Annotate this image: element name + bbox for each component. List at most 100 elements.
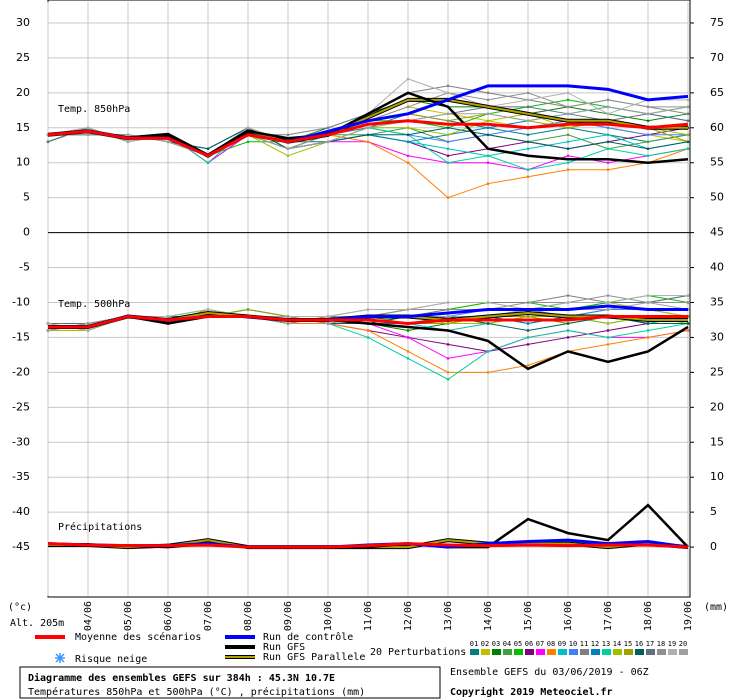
legend-label: 01 (470, 640, 478, 648)
series-dot (526, 343, 530, 346)
caption-box (19, 666, 441, 699)
x-tick-label: 04/06 (83, 601, 94, 631)
series-dot (446, 91, 450, 95)
series-dot (526, 322, 530, 325)
series-dot (446, 154, 450, 158)
series-dot (606, 126, 610, 130)
chart-title: Diagramme des ensembles GEFS sur 384h : … (28, 672, 335, 684)
x-tick-label: 19/06 (683, 601, 694, 631)
series-dot (526, 336, 530, 339)
series-dot (526, 98, 530, 102)
legend-label: Run de contrôle (263, 631, 353, 643)
y-tick-label: -35 (12, 470, 30, 483)
series-dot (526, 168, 530, 172)
series-dot (446, 112, 450, 116)
series-dot (606, 336, 610, 339)
x-tick-label: 17/06 (603, 601, 614, 631)
series-dot (526, 147, 530, 151)
legend-label: 17 (646, 640, 654, 648)
y2-tick-label: 45 (710, 226, 724, 239)
series-dot (286, 147, 290, 151)
series-dot (646, 133, 650, 137)
series-dot (366, 140, 370, 144)
x-tick-label: 12/06 (403, 601, 414, 631)
y2-tick-label: 60 (710, 121, 724, 134)
legend-label: 13 (602, 640, 610, 648)
chart-subtitle: Températures 850hPa et 500hPa (°C) , pré… (28, 686, 365, 698)
series-dot (366, 133, 370, 137)
altitude: Alt. 205m (10, 618, 64, 629)
series-dot (686, 329, 690, 332)
series-line (47, 119, 689, 158)
series-dot (606, 105, 610, 109)
series-dot (446, 133, 450, 137)
series-dot (286, 315, 290, 318)
series-dot (446, 196, 450, 199)
legend-label: 20 (679, 640, 687, 648)
x-tick-label: 15/06 (523, 601, 534, 631)
series-dot (526, 175, 530, 179)
series-dot (606, 133, 610, 137)
series-dot (566, 140, 570, 144)
y2-tick-label: 50 (710, 191, 724, 204)
series-dot (326, 322, 330, 325)
legend-label: 09 (558, 640, 566, 648)
series-dot (606, 112, 610, 116)
series-dot (246, 140, 250, 144)
y-tick-label: 10 (16, 156, 30, 169)
series-dot (606, 308, 610, 311)
series-dot (486, 112, 490, 116)
series-dot (686, 301, 690, 304)
legend-label: 15 (624, 640, 632, 648)
series-dot (446, 371, 450, 374)
series-dot (406, 308, 410, 311)
legend-swatch (657, 649, 666, 655)
series-dot (406, 133, 410, 137)
legend-label: 04 (503, 640, 511, 648)
y2-tick-label: 65 (710, 86, 724, 99)
legend-swatch (668, 649, 677, 655)
series-dot (406, 154, 410, 158)
y2-tick-label: 30 (710, 330, 724, 343)
series-dot (86, 329, 90, 332)
legend-label: 05 (514, 640, 522, 648)
y-tick-label: -20 (12, 365, 30, 378)
series-dot (366, 126, 370, 130)
series-dot (646, 294, 650, 297)
y2-tick-label: 70 (710, 51, 724, 64)
y-tick-label: 25 (16, 51, 30, 64)
series-dot (606, 294, 610, 297)
legend-swatch (569, 649, 578, 655)
series-dot (526, 140, 530, 144)
series-dot (526, 105, 530, 109)
series-line (47, 91, 689, 164)
x-tick-label: 11/06 (363, 601, 374, 631)
series-dot (326, 126, 330, 130)
x-tick-label: 10/06 (323, 601, 334, 631)
series-dot (486, 133, 490, 137)
series-dot (486, 154, 490, 158)
x-tick-label: 09/06 (283, 601, 294, 631)
y2-tick-label: 20 (710, 400, 724, 413)
legend-label: 03 (492, 640, 500, 648)
series-dot (446, 308, 450, 311)
x-tick-label: 18/06 (643, 601, 654, 631)
y-tick-label: 20 (16, 86, 30, 99)
series-dot (606, 301, 610, 304)
grid (47, 2, 690, 596)
y2-tick-label: 5 (710, 505, 717, 518)
series-dot (406, 161, 410, 165)
y-axis-unit: (°c) (8, 602, 32, 613)
series-dot (606, 168, 610, 172)
legend-swatch (536, 649, 545, 655)
series-dot (686, 147, 690, 151)
series-dot (566, 147, 570, 151)
series-dot (446, 378, 450, 381)
legend-swatch (558, 649, 567, 655)
series-dot (566, 294, 570, 297)
y-tick-label: 30 (16, 16, 30, 29)
series-dot (326, 140, 330, 144)
panel-label: Précipitations (58, 521, 142, 533)
snow-label: Risque neige (75, 654, 147, 665)
